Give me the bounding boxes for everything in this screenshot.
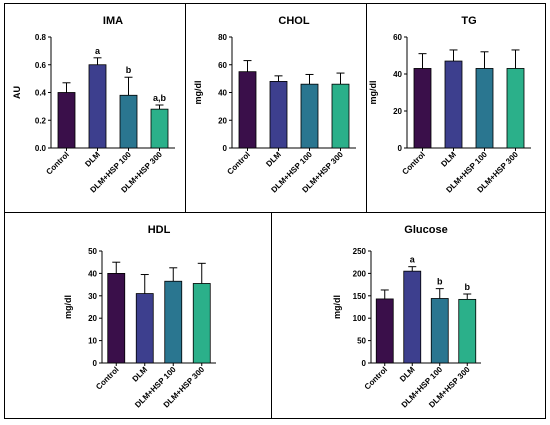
glucose-bar-4 <box>458 298 477 364</box>
glucose-significance-label-4: b <box>465 282 471 292</box>
ima-category-label-2: DLM <box>83 150 102 169</box>
hdl-category-label-1: Control <box>94 365 120 391</box>
tg-bar-3 <box>475 68 494 149</box>
tg-bar-1 <box>413 68 432 149</box>
ima-title: IMA <box>103 15 123 27</box>
glucose-y-tick-label: 250 <box>353 247 367 256</box>
ima-y-tick-label: 0.4 <box>35 89 47 98</box>
ima-significance-label-2: a <box>95 46 101 56</box>
chart-glucose: Glucosemg/dl050100150200250ControlaDLMbD… <box>332 224 481 410</box>
chol-y-tick-label: 60 <box>218 61 227 70</box>
ima-bar-1 <box>57 92 76 149</box>
chol-y-tick-label: 40 <box>218 89 227 98</box>
chol-bar-4 <box>331 83 350 149</box>
glucose-bar-3 <box>430 298 449 364</box>
hdl-bar-1 <box>107 273 126 364</box>
figure-grid: IMA AU 0.0 0.2 0.4 0.6 0.8 Control a DLM b DLM+HSP … <box>4 3 546 419</box>
tg-bar-4 <box>506 68 525 149</box>
ima-bar-3 <box>119 94 138 149</box>
ima-significance-label-3: b <box>126 65 132 75</box>
chol-category-label-2: DLM <box>264 150 283 169</box>
glucose-significance-label-3: b <box>437 277 443 287</box>
chol-y-tick-label: 0 <box>223 144 228 153</box>
tg-category-label-2: DLM <box>439 150 458 169</box>
glucose-category-label-2: DLM <box>398 365 417 384</box>
hdl-bar-2 <box>135 293 154 364</box>
tg-y-tick-label: 40 <box>393 70 402 79</box>
hdl-y-tick-label: 20 <box>88 314 97 323</box>
chol-bar-3 <box>300 83 319 149</box>
hdl-y-tick-label: 40 <box>88 269 97 278</box>
tg-y-tick-label: 0 <box>398 144 403 153</box>
hdl-y-tick-label: 30 <box>88 292 97 301</box>
panel-chol: CHOL mg/dl 0 20 40 60 80 Control DLM DLM+HSP 100 D… <box>185 3 367 213</box>
glucose-y-axis-label: mg/dl <box>332 295 342 319</box>
hdl-y-tick-label: 10 <box>88 337 97 346</box>
tg-bar-2 <box>444 60 463 149</box>
ima-y-tick-label: 0.2 <box>35 116 47 125</box>
chol-y-tick-label: 80 <box>218 33 227 42</box>
ima-bar-2 <box>88 64 107 149</box>
panel-tg: TG mg/dl 0 20 40 60 Control DLM DLM+HSP 100 DLM+H… <box>366 3 546 213</box>
glucose-y-tick-label: 0 <box>362 359 367 368</box>
ima-y-tick-label: 0.0 <box>35 144 47 153</box>
ima-category-label-1: Control <box>44 150 70 176</box>
glucose-y-tick-label: 150 <box>353 292 367 301</box>
glucose-title: Glucose <box>404 224 447 236</box>
chart-ima: IMAAU0.00.20.40.60.8ControlaDLMbDLM+HSP … <box>12 15 175 195</box>
glucose-category-label-1: Control <box>363 365 389 391</box>
tg-y-tick-label: 20 <box>393 107 402 116</box>
tg-title: TG <box>461 15 476 27</box>
hdl-bar-3 <box>164 280 183 364</box>
glucose-significance-label-2: a <box>410 255 416 265</box>
panel-ima: IMA AU 0.0 0.2 0.4 0.6 0.8 Control a DLM b DLM+HSP … <box>4 3 186 213</box>
ima-bar-4 <box>150 108 169 149</box>
glucose-bar-2 <box>403 270 422 364</box>
glucose-y-tick-label: 200 <box>353 269 367 278</box>
glucose-y-tick-label: 100 <box>353 314 367 323</box>
ima-significance-label-4: a,b <box>153 93 167 103</box>
chol-y-axis-label: mg/dl <box>193 81 203 105</box>
chol-bar-1 <box>238 71 257 149</box>
hdl-y-tick-label: 0 <box>93 359 98 368</box>
panel-hdl: HDL mg/dl 0 10 20 30 40 50 Control DLM DLM+HSP 100… <box>4 212 272 419</box>
hdl-y-axis-label: mg/dl <box>63 295 73 319</box>
ima-y-tick-label: 0.6 <box>35 61 47 70</box>
hdl-title: HDL <box>148 224 171 236</box>
ima-y-tick-label: 0.8 <box>35 33 47 42</box>
glucose-y-tick-label: 50 <box>357 337 366 346</box>
tg-y-axis-label: mg/dl <box>368 81 378 105</box>
glucose-bar-1 <box>375 298 394 364</box>
tg-y-tick-label: 60 <box>393 33 402 42</box>
chol-bar-2 <box>269 81 288 149</box>
chol-y-tick-label: 20 <box>218 116 227 125</box>
ima-y-axis-label: AU <box>12 86 22 99</box>
hdl-category-label-2: DLM <box>131 365 150 384</box>
hdl-bar-4 <box>192 283 211 364</box>
chol-title: CHOL <box>278 15 309 27</box>
tg-category-label-1: Control <box>400 150 426 176</box>
chol-category-label-1: Control <box>225 150 251 176</box>
panel-glucose: Glucose mg/dl 0 50 100 150 200 250 Control a DLM b D… <box>271 212 546 419</box>
hdl-y-tick-label: 50 <box>88 247 97 256</box>
